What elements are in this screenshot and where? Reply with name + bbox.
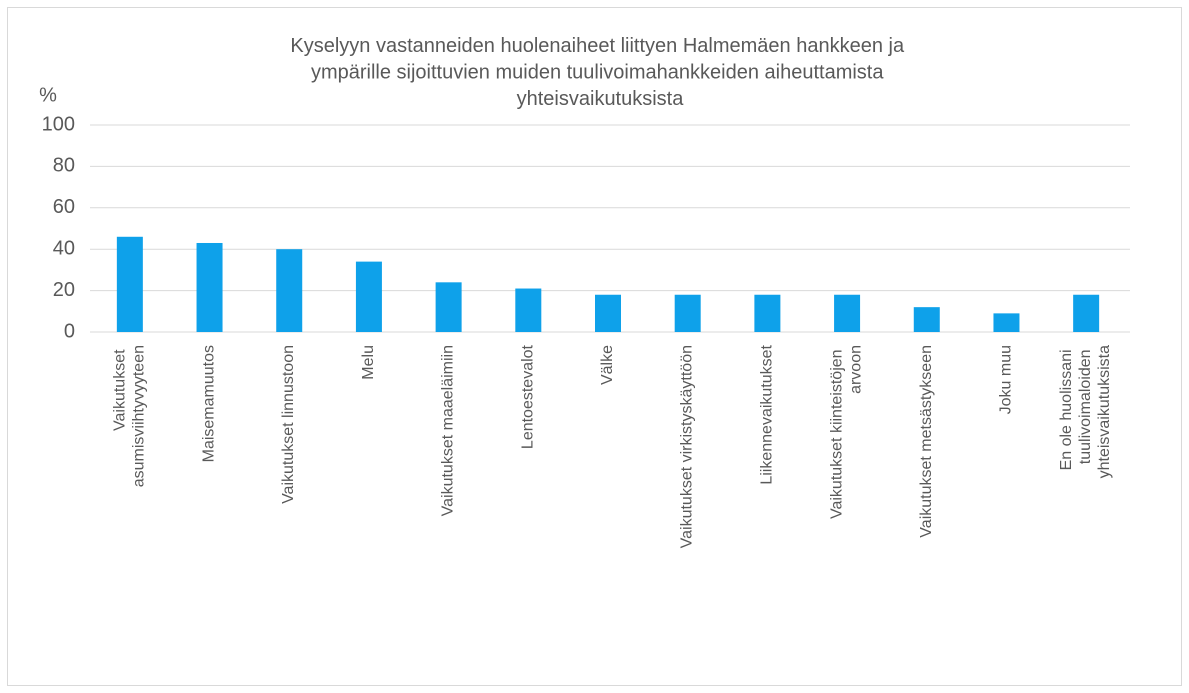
x-tick-label: Maisemamuutos <box>201 345 218 462</box>
x-tick-label: En ole huolissani tuulivoimaloiden yhtei… <box>1058 345 1113 478</box>
x-tick-label: Vaikutukset metsästykseen <box>918 345 935 538</box>
x-tick-label: Vaikutukset kiinteistöjen arvoon <box>829 345 865 519</box>
bar <box>355 261 382 332</box>
y-tick-label: 40 <box>53 237 75 259</box>
y-tick-label: 60 <box>53 196 75 218</box>
bar <box>754 294 781 332</box>
x-tick-label: Lentoestevalot <box>520 344 537 449</box>
chart-title: Kyselyyn vastanneiden huolenaiheet liitt… <box>290 35 909 110</box>
bar <box>515 288 542 332</box>
bar <box>674 294 701 332</box>
bar <box>1073 294 1100 332</box>
y-tick-label: 20 <box>53 279 75 301</box>
x-tick-label: Vaikutukset linnustoon <box>280 345 297 504</box>
bar <box>595 294 621 332</box>
y-tick-label: 80 <box>53 155 75 177</box>
x-tick-label: Liikennevaikutukset <box>759 344 776 484</box>
y-tick-label: 0 <box>64 320 75 342</box>
bar <box>276 249 303 332</box>
x-tick-label: Melu <box>360 345 377 380</box>
x-tick-label: Välke <box>599 345 616 385</box>
x-tick-label: Joku muu <box>998 345 1015 414</box>
bar <box>993 313 1020 332</box>
chart-border <box>7 7 1182 686</box>
bar <box>834 294 861 332</box>
y-axis-label: % <box>39 84 57 106</box>
x-tick-label: Vaikutukset maaeläimiin <box>440 345 457 516</box>
x-tick-label: Vaikutukset virkistyskäyttöön <box>679 345 696 548</box>
bar <box>435 282 462 332</box>
x-tick-label: Vaikutukset asumisviihtyvyyteen <box>112 345 148 487</box>
bar <box>196 242 223 332</box>
bar <box>913 307 940 332</box>
bar <box>116 236 143 332</box>
y-tick-label: 100 <box>42 113 75 135</box>
